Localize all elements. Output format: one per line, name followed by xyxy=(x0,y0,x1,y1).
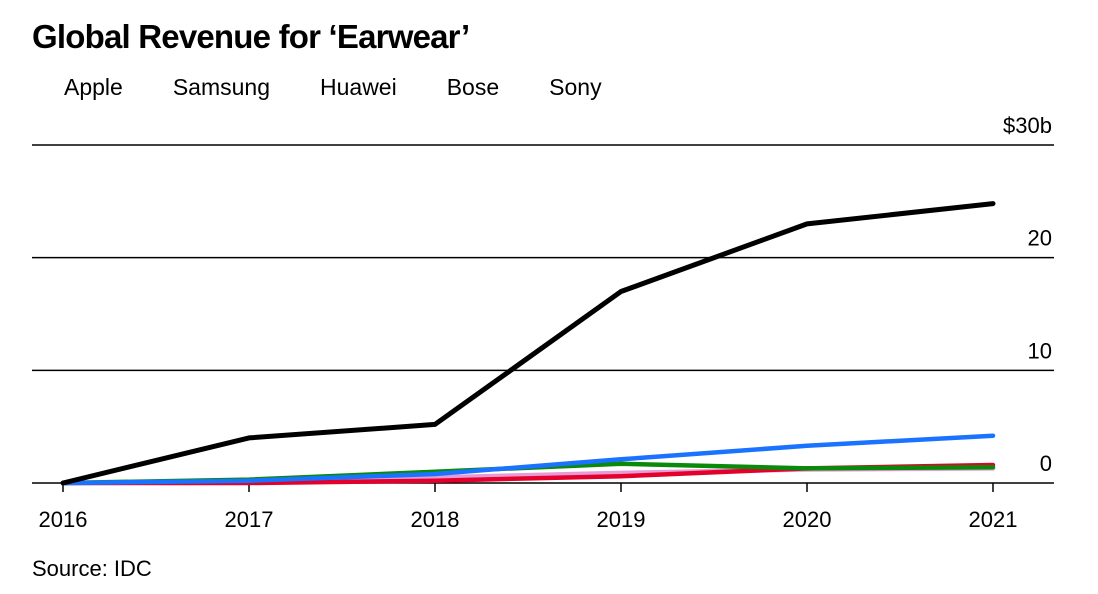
legend-item-sony: Sony xyxy=(549,74,602,100)
chart-title: Global Revenue for ‘Earwear’ xyxy=(32,18,470,55)
x-tick-label-2016: 2016 xyxy=(39,507,88,532)
x-tick-label-2019: 2019 xyxy=(597,507,646,532)
series-line-samsung xyxy=(60,433,996,486)
x-tick-label-2018: 2018 xyxy=(411,507,460,532)
y-tick-label-20: 20 xyxy=(1028,226,1052,251)
legend-item-bose: Bose xyxy=(446,74,500,100)
y-axis-labels: 0 10 20 $30b xyxy=(1003,113,1052,476)
gridlines xyxy=(32,144,1054,484)
y-tick-label-0: 0 xyxy=(1040,451,1052,476)
legend-item-huawei: Huawei xyxy=(320,74,397,100)
series-lines xyxy=(60,201,996,486)
legend-item-samsung: Samsung xyxy=(172,74,270,100)
x-axis-labels: 2016 2017 2018 2019 2020 2021 xyxy=(39,507,1018,532)
x-tick-label-2017: 2017 xyxy=(225,507,274,532)
x-tick-label-2020: 2020 xyxy=(783,507,832,532)
y-tick-label-10: 10 xyxy=(1028,338,1052,363)
legend: Apple Samsung Huawei Bose Sony xyxy=(64,74,652,101)
series-line-apple xyxy=(60,201,996,486)
legend-item-apple: Apple xyxy=(64,74,123,100)
y-tick-label-30: $30b xyxy=(1003,113,1052,138)
source-note: Source: IDC xyxy=(32,556,152,581)
x-tick-label-2021: 2021 xyxy=(969,507,1018,532)
